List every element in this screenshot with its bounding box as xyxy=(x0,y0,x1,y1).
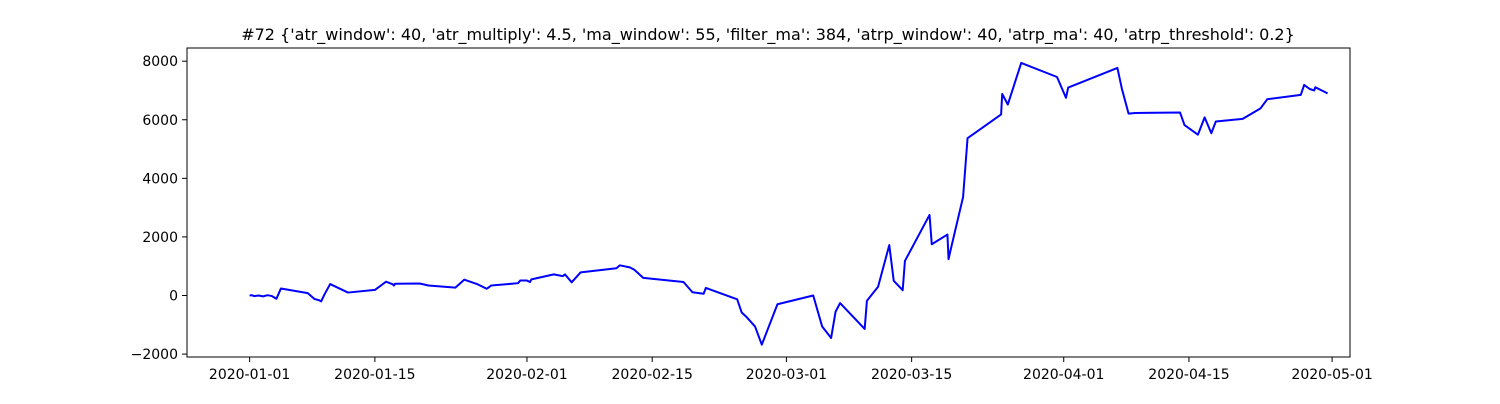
y-tick-label: 8000 xyxy=(142,54,178,70)
plot-area-frame xyxy=(186,47,1351,358)
y-tick-label: 0 xyxy=(169,288,178,304)
series-layer xyxy=(249,61,1329,346)
y-tick-label: 4000 xyxy=(142,171,178,187)
x-tick-label: 2020-04-15 xyxy=(1148,367,1229,383)
y-axis: −2000 0 2000 4000 6000 8000 xyxy=(131,54,187,363)
x-tick-label: 2020-01-15 xyxy=(334,367,415,383)
y-tick-label: −2000 xyxy=(131,347,178,363)
x-tick-label: 2020-02-01 xyxy=(486,367,567,383)
x-tick-label: 2020-03-01 xyxy=(746,367,827,383)
x-tick-label: 2020-01-01 xyxy=(209,367,290,383)
x-tick-label: 2020-04-01 xyxy=(1023,367,1104,383)
chart-title: #72 {'atr_window': 40, 'atr_multiply': 4… xyxy=(241,25,1295,45)
x-axis: 2020-01-01 2020-01-15 2020-02-01 2020-02-15… xyxy=(209,357,1373,383)
y-tick-label: 6000 xyxy=(142,113,178,129)
x-tick-label: 2020-02-15 xyxy=(612,367,693,383)
y-tick-label: 2000 xyxy=(142,230,178,246)
x-tick-label: 2020-05-01 xyxy=(1291,367,1372,383)
series-line xyxy=(249,61,1329,346)
x-tick-label: 2020-03-15 xyxy=(871,367,952,383)
